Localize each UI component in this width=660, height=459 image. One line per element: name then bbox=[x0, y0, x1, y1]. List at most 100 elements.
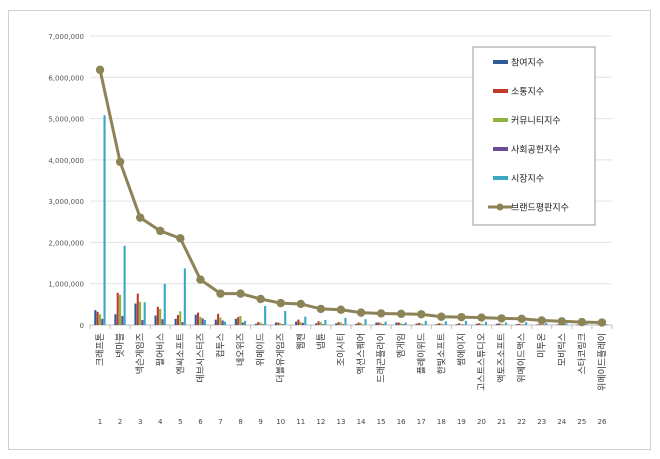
x-category-label: 고스트스튜디오 bbox=[477, 333, 488, 391]
bar bbox=[259, 322, 262, 325]
bar bbox=[565, 323, 568, 325]
x-category-label: 썸에이지 bbox=[456, 333, 467, 366]
x-rank-label: 1 bbox=[98, 418, 102, 426]
bar bbox=[342, 324, 345, 325]
bar bbox=[444, 321, 447, 325]
y-tick-label: 6,000,000 bbox=[48, 74, 84, 82]
y-axis: 0 1,000,000 2,000,000 3,000,000 4,000,000 5,0… bbox=[48, 33, 84, 330]
bar bbox=[482, 324, 485, 326]
bar bbox=[163, 283, 166, 325]
x-category-label: 엔씨소프트 bbox=[175, 333, 186, 374]
x-category-label: 네오위즈 bbox=[236, 333, 247, 366]
bar bbox=[538, 324, 541, 325]
line-marker bbox=[216, 289, 225, 298]
bar bbox=[605, 324, 608, 325]
bar bbox=[319, 322, 322, 325]
bar bbox=[377, 322, 380, 325]
y-tick-label: 7,000,000 bbox=[48, 33, 84, 41]
bar bbox=[442, 324, 445, 326]
bar bbox=[123, 245, 126, 325]
x-rank-label: 5 bbox=[178, 418, 182, 426]
bar bbox=[244, 320, 247, 325]
x-rank-label: 25 bbox=[577, 418, 586, 426]
legend-label: 사회공헌지수 bbox=[511, 145, 561, 156]
bar bbox=[103, 115, 106, 325]
bar bbox=[174, 318, 177, 325]
y-tick-label: 5,000,000 bbox=[48, 116, 84, 124]
bar bbox=[98, 314, 101, 325]
bar bbox=[196, 312, 200, 325]
y-tick-label: 3,000,000 bbox=[48, 198, 84, 206]
line-marker bbox=[517, 314, 526, 324]
line-marker bbox=[135, 213, 145, 222]
bar bbox=[139, 301, 142, 325]
bar bbox=[437, 323, 440, 325]
bar bbox=[254, 323, 258, 325]
x-category-label: 웹젠 bbox=[296, 333, 307, 350]
line-marker bbox=[497, 314, 506, 323]
x-category-label: 넥슨게임즈 bbox=[134, 333, 146, 374]
bar bbox=[221, 320, 224, 325]
bar bbox=[143, 302, 146, 325]
line-marker bbox=[437, 312, 446, 321]
x-category-label: 넵튠 bbox=[316, 333, 327, 350]
x-rank-label: 4 bbox=[158, 418, 163, 426]
bar bbox=[498, 323, 501, 325]
bar bbox=[154, 315, 157, 325]
x-rank-label: 21 bbox=[497, 418, 506, 426]
x-rank-label: 15 bbox=[377, 418, 386, 426]
bar bbox=[284, 310, 287, 325]
x-rank-label: 12 bbox=[316, 418, 325, 426]
bar bbox=[382, 324, 385, 325]
x-rank-label: 8 bbox=[238, 418, 242, 426]
bar bbox=[500, 323, 503, 325]
line-marker bbox=[396, 309, 406, 319]
bar bbox=[475, 323, 478, 325]
bar bbox=[183, 268, 186, 325]
bar bbox=[460, 323, 463, 325]
x-category-label: 액션스퀘어 bbox=[355, 333, 367, 374]
line-marker bbox=[296, 299, 306, 309]
x-rank-label: 18 bbox=[437, 418, 446, 426]
x-category-label: 펄어비스 bbox=[154, 333, 166, 366]
legend-label: 참여지수 bbox=[511, 57, 544, 69]
x-rank-label: 19 bbox=[457, 418, 466, 426]
x-category-label: 한빛소프트 bbox=[436, 333, 447, 374]
bar bbox=[335, 323, 338, 325]
bar bbox=[505, 322, 508, 325]
bar bbox=[301, 322, 305, 325]
bar bbox=[315, 323, 318, 325]
bar bbox=[464, 320, 467, 325]
x-category-label: 드래곤플라이 bbox=[376, 333, 387, 383]
legend-label: 시장지수 bbox=[511, 174, 544, 185]
x-category-label: 위메이드 bbox=[256, 333, 267, 366]
x-category-label: 크래프톤 bbox=[95, 333, 106, 366]
line-marker bbox=[376, 309, 386, 318]
bar bbox=[457, 323, 461, 325]
bar bbox=[237, 317, 240, 325]
legend-box bbox=[472, 46, 596, 226]
bar bbox=[364, 319, 367, 325]
y-tick-label: 4,000,000 bbox=[48, 157, 84, 165]
x-rank-label: 9 bbox=[258, 418, 262, 426]
bar bbox=[344, 317, 347, 325]
bar bbox=[455, 324, 458, 325]
bar bbox=[362, 324, 365, 326]
legend-swatch bbox=[493, 147, 508, 151]
bar bbox=[502, 324, 505, 326]
bar bbox=[375, 322, 378, 325]
bar bbox=[234, 318, 237, 325]
x-rank-label: 23 bbox=[537, 418, 546, 426]
bar bbox=[359, 322, 362, 325]
bar bbox=[279, 323, 282, 325]
x-category-label: 컴투스 bbox=[215, 333, 227, 358]
legend-label: 소통지수 bbox=[511, 87, 544, 98]
x-category-label: 미투온 bbox=[537, 333, 548, 358]
bar bbox=[118, 294, 122, 325]
x-rank-label: 26 bbox=[598, 418, 607, 426]
bar bbox=[379, 322, 383, 325]
bar bbox=[136, 293, 139, 325]
x-category-label: 플레이위드 bbox=[416, 333, 427, 374]
